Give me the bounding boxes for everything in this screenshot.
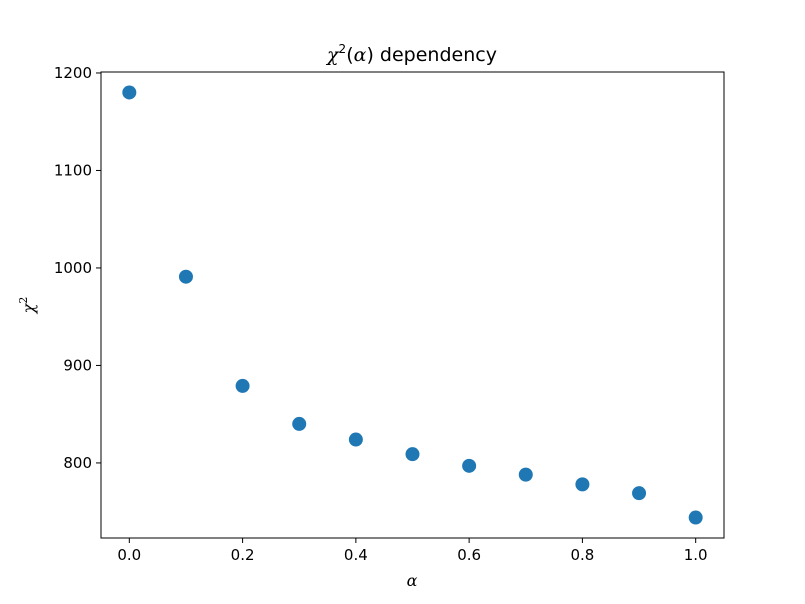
x-tick-label: 0.0: [117, 546, 141, 564]
title-alpha: α: [354, 44, 367, 66]
x-tick-label: 0.6: [457, 546, 481, 564]
y-axis-label-group: χ2: [17, 297, 38, 315]
data-point: [122, 85, 137, 100]
data-point: [178, 269, 193, 284]
x-tick-label: 0.2: [231, 546, 255, 564]
y-tick-label: 900: [63, 356, 92, 374]
plot-area-frame: [100, 71, 725, 539]
chart-title: χ2(α) dependency: [325, 42, 497, 66]
x-axis-ticks: 0.0 0.2 0.4 0.6 0.8 1.0: [117, 538, 708, 564]
title-power: 2: [339, 42, 347, 56]
y-axis-ticks: 800 900 1000 1100 1200: [54, 64, 101, 472]
y-tick-label: 800: [63, 454, 92, 472]
title-suffix: dependency: [374, 44, 497, 66]
y-axis-label-power: 2: [17, 297, 30, 304]
x-tick-label: 0.4: [344, 546, 368, 564]
y-tick-label: 1000: [54, 259, 92, 277]
data-point: [405, 447, 420, 462]
data-point: [688, 510, 703, 525]
y-axis-label-base: χ: [19, 302, 38, 314]
data-point: [632, 486, 647, 501]
data-points: [122, 85, 703, 525]
x-axis-label: α: [407, 571, 418, 590]
title-paren-close: ): [366, 44, 373, 66]
y-tick-label: 1100: [54, 161, 92, 179]
y-tick-label: 1200: [54, 64, 92, 82]
data-point: [575, 477, 590, 492]
data-point: [348, 432, 363, 447]
y-axis-label: χ2: [17, 297, 38, 315]
title-paren-open: (: [346, 44, 353, 66]
data-point: [235, 378, 250, 393]
data-point: [462, 458, 477, 473]
x-tick-label: 1.0: [684, 546, 708, 564]
data-point: [292, 416, 307, 431]
data-point: [518, 467, 533, 482]
x-tick-label: 0.8: [570, 546, 594, 564]
title-chi: χ: [325, 44, 340, 66]
